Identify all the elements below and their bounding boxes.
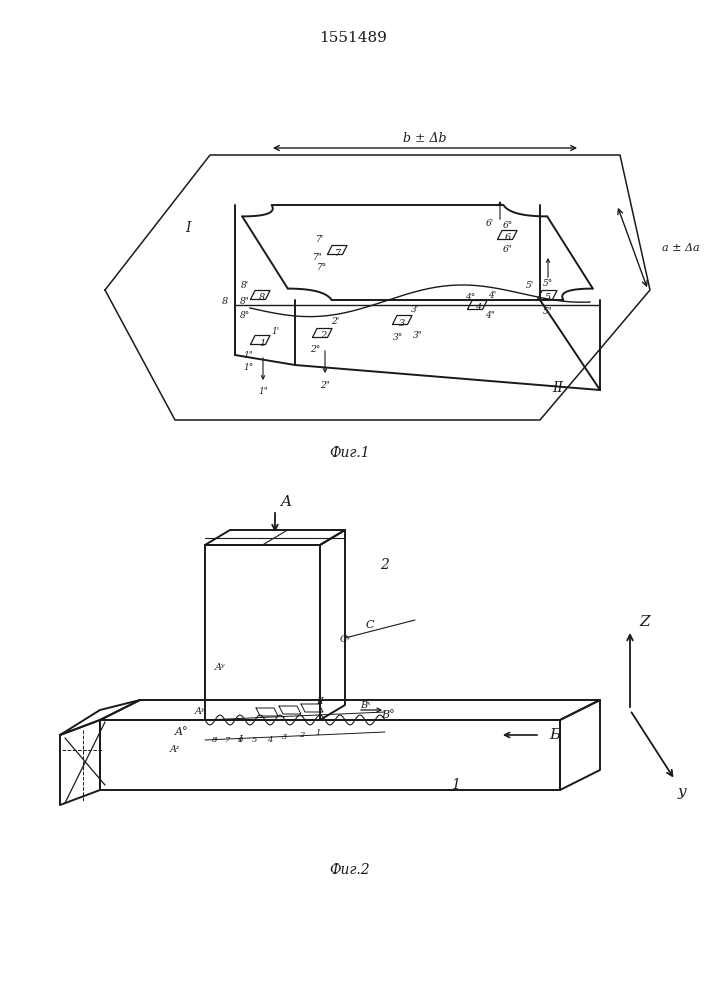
Text: 1": 1" bbox=[258, 387, 268, 396]
Text: II: II bbox=[552, 381, 563, 395]
Text: 2": 2" bbox=[320, 380, 330, 389]
Text: II: II bbox=[316, 698, 324, 706]
Text: Bˣ: Bˣ bbox=[360, 700, 370, 710]
Text: A: A bbox=[280, 495, 291, 509]
Text: 7": 7" bbox=[313, 253, 323, 262]
Text: 4: 4 bbox=[267, 736, 273, 744]
Text: 7°: 7° bbox=[317, 263, 327, 272]
Text: 2: 2 bbox=[299, 731, 305, 739]
Text: 8: 8 bbox=[259, 294, 265, 302]
Text: 2°: 2° bbox=[310, 346, 320, 355]
Text: 5: 5 bbox=[252, 736, 257, 744]
Text: 1: 1 bbox=[450, 778, 460, 792]
Text: I: I bbox=[238, 736, 242, 744]
Text: 6": 6" bbox=[503, 245, 513, 254]
Text: 2: 2 bbox=[380, 558, 390, 572]
Text: 8°: 8° bbox=[240, 310, 250, 320]
Text: 5: 5 bbox=[545, 294, 551, 302]
Text: Фиг.2: Фиг.2 bbox=[329, 863, 370, 877]
Text: 7: 7 bbox=[226, 736, 230, 744]
Text: 5°: 5° bbox=[543, 279, 553, 288]
Text: 6°: 6° bbox=[503, 221, 513, 230]
Text: Б: Б bbox=[549, 728, 561, 742]
Text: 8: 8 bbox=[212, 736, 218, 744]
Text: 1': 1' bbox=[271, 328, 279, 336]
Text: 4: 4 bbox=[475, 304, 481, 312]
Text: b ± Δb: b ± Δb bbox=[403, 131, 447, 144]
Text: 8: 8 bbox=[222, 298, 228, 306]
Text: 7': 7' bbox=[316, 235, 324, 244]
Text: 1: 1 bbox=[315, 729, 321, 737]
Text: 8': 8' bbox=[241, 280, 249, 290]
Text: a ± Δa: a ± Δa bbox=[662, 243, 700, 253]
Text: 5": 5" bbox=[543, 308, 553, 316]
Text: 7: 7 bbox=[335, 248, 341, 257]
Text: Aʸ: Aʸ bbox=[215, 664, 226, 672]
Text: 2': 2' bbox=[331, 318, 339, 326]
Text: 1: 1 bbox=[259, 338, 265, 348]
Text: Z: Z bbox=[640, 615, 650, 629]
Text: Фиг.1: Фиг.1 bbox=[329, 446, 370, 460]
Text: 2: 2 bbox=[320, 332, 326, 340]
Text: 6: 6 bbox=[238, 736, 243, 744]
Text: Aᶻ: Aᶻ bbox=[170, 746, 180, 754]
Text: 3': 3' bbox=[411, 306, 419, 314]
Text: y: y bbox=[678, 785, 686, 799]
Text: 4': 4' bbox=[488, 290, 496, 300]
Text: 3: 3 bbox=[282, 733, 288, 741]
Text: I: I bbox=[185, 221, 191, 235]
Text: 3: 3 bbox=[399, 318, 405, 328]
Text: 1°: 1° bbox=[243, 363, 253, 372]
Text: 6: 6 bbox=[505, 233, 511, 242]
Text: 6': 6' bbox=[486, 219, 494, 228]
Text: 3°: 3° bbox=[393, 334, 403, 342]
Text: 4°: 4° bbox=[465, 294, 475, 302]
Text: B°: B° bbox=[381, 710, 395, 720]
Text: 3": 3" bbox=[413, 330, 423, 340]
Text: 5': 5' bbox=[526, 280, 534, 290]
Text: Cʸ: Cʸ bbox=[339, 636, 351, 645]
Text: 8": 8" bbox=[240, 298, 250, 306]
Text: 4": 4" bbox=[485, 310, 495, 320]
Text: 1": 1" bbox=[243, 352, 253, 360]
Text: A°: A° bbox=[175, 727, 189, 737]
Text: Aʸ: Aʸ bbox=[194, 708, 205, 716]
Text: C: C bbox=[366, 620, 374, 630]
Text: 1551489: 1551489 bbox=[319, 31, 387, 45]
